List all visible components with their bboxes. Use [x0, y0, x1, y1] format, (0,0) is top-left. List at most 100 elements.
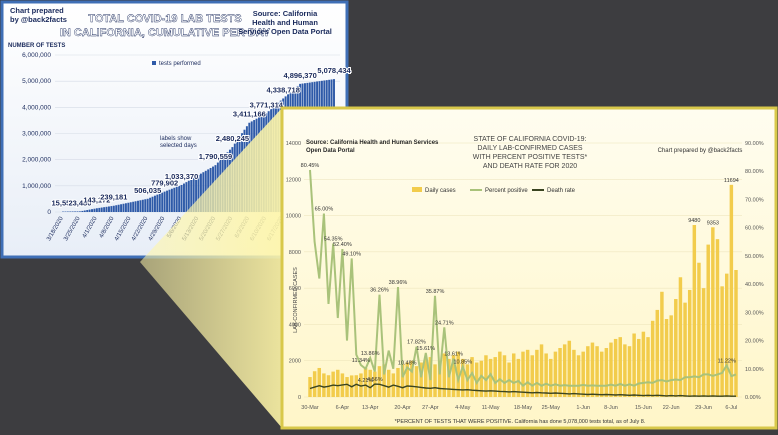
cumulative-bar	[185, 182, 188, 212]
daily-case-bar	[687, 289, 692, 397]
cumulative-bar	[183, 183, 185, 212]
cumulative-bar	[161, 192, 164, 212]
cumulative-bar	[103, 207, 106, 212]
cumulative-bar	[132, 201, 135, 212]
daily-y2-tick-label: 80.00%	[745, 169, 764, 175]
daily-annotation-label: 24.71%	[435, 320, 454, 326]
cumulative-bar	[105, 206, 108, 212]
cumulative-bar	[108, 206, 110, 212]
daily-x-tick-label: 13-Apr	[362, 405, 379, 411]
daily-case-bar	[706, 244, 710, 397]
daily-annotation-label: 4.56%	[367, 377, 383, 383]
daily-case-bar	[437, 360, 442, 397]
legend-swatch-cases	[412, 187, 422, 192]
legend-label-cases: Daily cases	[425, 188, 456, 194]
daily-case-bar	[484, 355, 488, 397]
daily-case-bar	[451, 355, 456, 397]
cumulative-bar	[144, 199, 147, 212]
daily-case-bar	[697, 262, 701, 397]
daily-case-bar	[479, 360, 484, 397]
daily-y-tick-label: 8000	[289, 250, 301, 256]
daily-y-tick-label: 14000	[286, 141, 301, 147]
daily-annotation-label: 11.22%	[718, 358, 736, 364]
daily-case-bar	[368, 369, 372, 397]
daily-y-ticks: 0 2000 4000 6000 8000 10000 12000 14000	[286, 141, 301, 401]
cumulative-bar	[192, 177, 195, 212]
daily-case-bar	[317, 367, 321, 397]
daily-case-bar	[410, 360, 414, 397]
cumulative-annotation: labels show selected days	[160, 136, 197, 149]
daily-lines	[309, 169, 737, 397]
cumulative-bar	[120, 204, 123, 212]
daily-case-bar	[720, 286, 724, 397]
daily-case-bar	[424, 358, 428, 397]
daily-case-bar	[549, 358, 553, 397]
daily-case-bar	[544, 353, 548, 397]
daily-x-tick-label: 18-May	[514, 405, 533, 411]
daily-case-bar	[525, 349, 530, 397]
percent-positive-line	[309, 169, 737, 388]
daily-case-bar	[664, 318, 669, 397]
death-rate-line	[309, 383, 736, 397]
daily-case-bar	[646, 337, 650, 397]
daily-case-bar	[521, 351, 525, 397]
cumulative-bar	[163, 191, 166, 212]
cumulative-bar	[151, 196, 154, 212]
daily-case-bar	[442, 353, 447, 397]
daily-case-bar	[414, 366, 419, 397]
daily-case-bar	[498, 351, 502, 397]
cumulative-bar	[93, 208, 96, 212]
daily-case-bar	[456, 351, 460, 397]
cumulative-bar	[127, 202, 130, 212]
daily-case-bar	[512, 353, 516, 397]
cumulative-y-tick-label: 2,000,000	[22, 157, 51, 164]
daily-y-tick-label: 12000	[286, 177, 301, 183]
cumulative-data-label: 779,902	[151, 179, 178, 188]
daily-case-bar	[595, 346, 599, 397]
cumulative-bar	[91, 209, 94, 212]
daily-x-tick-label: 1-Jun	[576, 405, 590, 411]
daily-case-bar	[345, 377, 349, 397]
daily-case-bar	[734, 270, 738, 397]
cumulative-data-label: 15,554	[52, 199, 76, 208]
daily-case-bar	[678, 277, 683, 397]
cumulative-data-label: 1,790,559	[199, 152, 232, 161]
cumulative-bar	[197, 175, 200, 212]
cumulative-data-label: 4,896,370	[283, 71, 316, 80]
cumulative-y-tick-label: 6,000,000	[22, 52, 51, 59]
daily-y2-tick-label: 90.00%	[745, 141, 764, 147]
daily-y2-tick-label: 0.00%	[745, 395, 761, 401]
cumulative-bar	[175, 186, 178, 212]
cumulative-data-label: 4,338,718	[267, 85, 300, 94]
daily-x-tick-label: 11-May	[482, 405, 500, 411]
daily-annotation-label: 80.45%	[301, 163, 320, 169]
daily-case-bar	[660, 291, 664, 397]
cumulative-bar	[146, 198, 149, 212]
cumulative-title: TOTAL COVID-19 LAB TESTS IN CALIFORNIA, C…	[60, 13, 271, 39]
daily-gridlines	[304, 142, 742, 398]
daily-x-tick-label: 6-Apr	[336, 405, 350, 411]
daily-case-bar	[419, 362, 423, 397]
daily-annotation-label: 35.87%	[426, 289, 445, 295]
cumulative-y-tick-label: 1,000,000	[22, 183, 51, 190]
cumulative-bar	[100, 207, 103, 212]
daily-case-bar	[623, 344, 627, 397]
daily-case-bar	[405, 362, 409, 397]
daily-case-bar	[308, 377, 312, 397]
daily-case-bar	[493, 357, 497, 397]
daily-annotations: 80.45% 65.00% 54.35%52.40% 49.10% 11.34%13.8…	[301, 163, 739, 384]
daily-case-bar	[641, 331, 646, 397]
daily-case-bar	[516, 358, 521, 397]
cumulative-data-label: 23,480	[68, 198, 91, 207]
daily-case-bar	[637, 338, 641, 397]
daily-y-tick-label: 10000	[286, 214, 301, 220]
daily-case-bar	[336, 369, 340, 397]
daily-case-bar	[359, 373, 363, 397]
cumulative-bar	[117, 204, 120, 212]
daily-annotation-label: 38.96%	[389, 280, 408, 286]
daily-case-bar	[322, 373, 326, 397]
daily-y2-tick-label: 10.00%	[745, 367, 764, 373]
daily-case-bar	[461, 358, 465, 397]
daily-y-axis-label: LAB-CONFIRMED CASES	[293, 267, 299, 333]
